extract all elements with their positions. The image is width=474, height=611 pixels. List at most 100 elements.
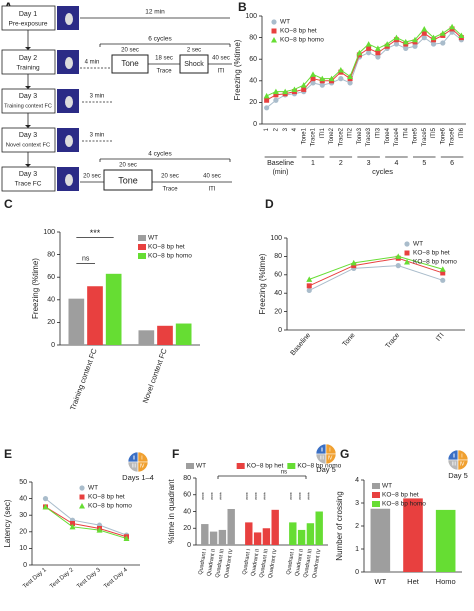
y-tick-label: 0 [187,542,191,549]
marker [393,34,400,41]
swatch [372,483,380,489]
y-tick-label: 0 [51,342,55,349]
marker [347,73,354,79]
x-tick-label: ITI [435,332,446,343]
bar [370,508,391,572]
x-tick-label: Quadrant I [198,548,209,575]
arrow-head [25,164,31,167]
marker [439,30,446,36]
y-tick-label: 4 [355,477,359,484]
significance: ns [82,255,90,262]
x-tick-label: Quadrant III [259,548,270,578]
marker [301,86,307,92]
protocol-text: 20 sec [119,163,137,169]
protocol-text: 4 cycles [148,151,172,158]
group-label: Baseline [267,160,294,167]
x-tick-label: Tone [342,332,357,348]
note: Days 1–4 [122,473,154,482]
bar [253,532,262,545]
marker [264,97,270,103]
marker [79,494,85,500]
x-tick-label: 1 [264,127,270,131]
marker [42,503,49,510]
quadrant-label: III [320,455,324,461]
legend-label: WT [280,19,290,26]
bar [209,531,218,545]
legend-label: KO−8 bp homo [382,501,426,508]
swatch [138,235,146,241]
protocol-text: Tone [121,59,139,68]
legend-label: KO−8 bp het [413,250,450,257]
mouse [65,135,73,147]
x-tick-label: Test Day 1 [22,567,48,590]
bar [175,323,192,345]
protocol-text: ITI [218,69,225,75]
group-label: 1 [311,160,315,167]
marker [440,270,446,276]
x-tick-label: Tone2 [329,127,335,144]
mouse [65,96,73,108]
x-tick-label: Quadrant III [215,548,226,578]
series-line [309,265,443,291]
y-axis-label: Freezing (%time) [31,258,40,319]
bar [435,509,456,572]
significance: **** [246,492,252,500]
protocol-text: Novel context FC [6,143,50,149]
series-line [309,257,443,287]
x-tick-label: Quadrant II [294,548,305,577]
protocol-text: Tone [118,175,138,185]
bar [315,511,323,545]
protocol-text: Training context FC [4,103,52,109]
quadrant-label: I [461,453,462,459]
significance: ns [281,470,287,476]
marker [272,88,279,95]
marker [310,76,316,82]
day-box [1,88,56,114]
legend-label: KO−8 bp het [382,492,419,499]
series-line [266,26,462,97]
bar [218,529,227,545]
marker [263,92,270,99]
bar [157,325,173,345]
marker [347,80,353,86]
arrow-head [25,86,31,89]
marker [338,76,344,82]
y-tick-label: 0 [355,569,359,576]
marker [395,253,402,259]
quadrant-label: IV [328,455,333,461]
marker [440,277,446,283]
y-tick-label: 20 [47,319,55,326]
marker [393,41,400,47]
bar [227,508,235,545]
panel-label: B [238,0,247,14]
x-tick-label: ITI5 [431,127,437,138]
x-tick-label: Quadrant II [250,548,261,577]
y-tick-label: 0 [253,121,257,128]
protocol-text: 20 sec [83,174,101,180]
swatch [236,463,245,469]
protocol-text: Day 2 [19,55,37,62]
bar [201,524,209,545]
panel-label: F [172,447,179,461]
marker [328,75,335,82]
series-line [45,498,127,536]
bar [306,523,315,545]
bar [289,522,297,545]
mouse [65,57,73,69]
y-tick-label: 80 [47,251,55,258]
y-tick-label: 1 [355,546,359,553]
y-tick-label: 60 [249,56,257,63]
marker [449,23,456,30]
mouse [65,13,73,25]
protocol-text: Training [16,65,40,72]
marker [412,36,418,43]
marker [404,250,410,256]
marker [337,67,344,73]
y-tick-label: 100 [270,235,282,242]
x-tick-label: Quadrant II [206,548,217,577]
y-tick-label: 30 [19,512,27,519]
significance: **** [308,492,314,500]
y-tick-label: 0 [278,327,282,334]
group-note: (min) [273,169,289,176]
protocol-text: Shock [184,61,204,68]
